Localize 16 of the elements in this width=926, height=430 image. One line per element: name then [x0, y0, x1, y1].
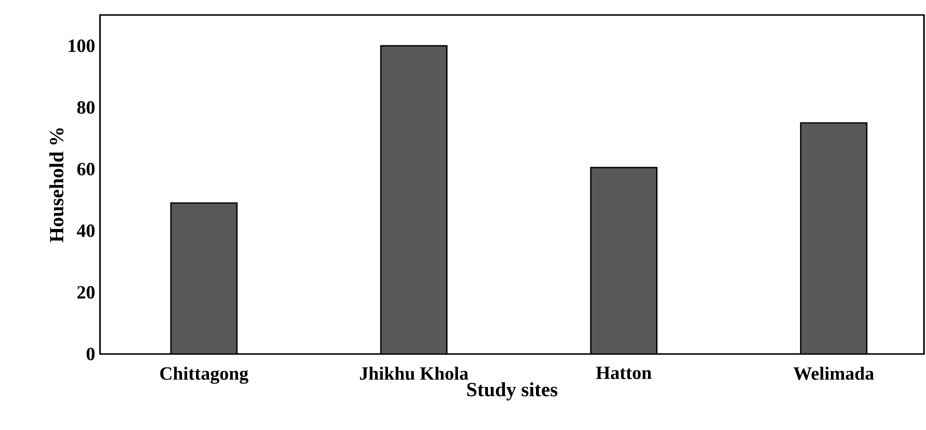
bar: [380, 45, 448, 354]
y-tick-label: 20: [77, 286, 95, 299]
y-tick-label: 80: [77, 101, 95, 114]
x-axis-title: Study sites: [467, 382, 558, 400]
y-tick-label: 0: [86, 348, 95, 360]
bar: [170, 202, 238, 354]
bar: [590, 166, 658, 354]
y-tick-label: 40: [76, 224, 95, 238]
y-axis-title: Household %: [49, 128, 64, 242]
y-tick-label: 100: [68, 40, 95, 52]
bar: [800, 122, 868, 354]
y-tick-label: 60: [77, 162, 95, 176]
x-tick-label: Chittagong: [160, 366, 248, 384]
x-tick-label: Welimada: [794, 366, 874, 380]
x-tick-label: Jhikhu Khola: [360, 366, 468, 380]
x-tick-label: Hatton: [596, 366, 652, 380]
